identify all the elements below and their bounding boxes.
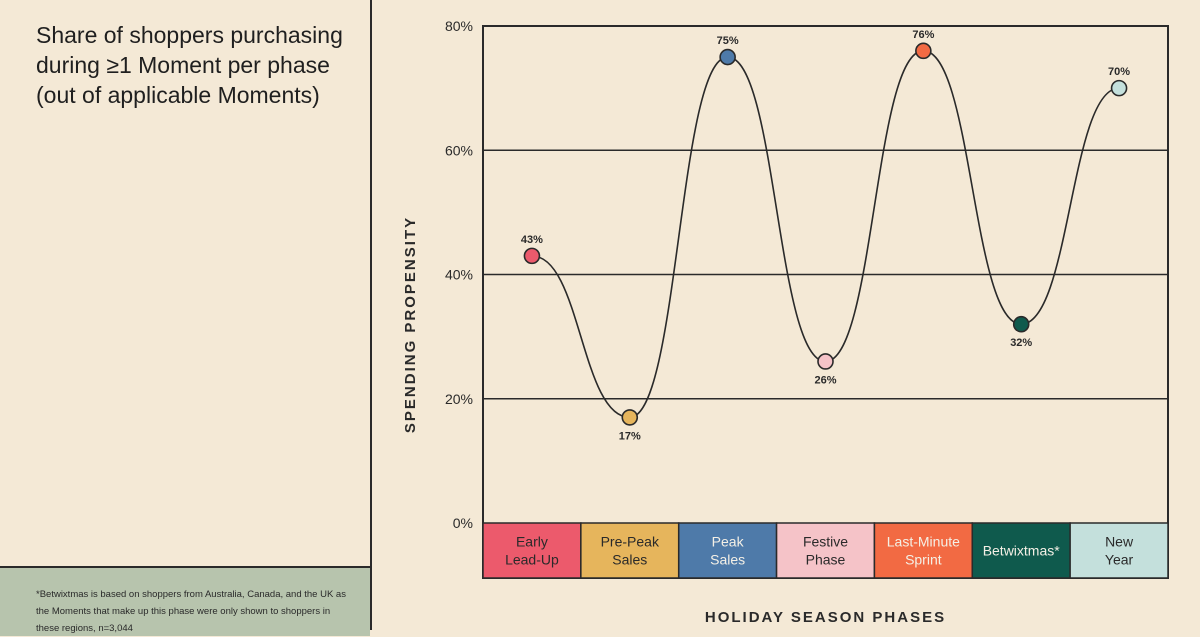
- category-label: Pre-Peak Sales: [601, 534, 660, 568]
- category-block: [873, 522, 974, 579]
- category-block: [1069, 522, 1169, 579]
- category-block: [677, 522, 778, 579]
- line-chart: 0% 20% 40% 60% 80% SPENDING PROPENSITY HOLIDAY…: [402, 18, 1169, 626]
- data-label: 70%: [1108, 66, 1130, 78]
- category-label: New Year: [1105, 534, 1134, 568]
- category-block: [580, 522, 680, 579]
- data-point: [523, 247, 541, 265]
- data-label: 17%: [619, 430, 641, 442]
- footnote-box: *Betwixtmas is based on shoppers from Au…: [0, 566, 370, 636]
- category-label: Betwixtmas*: [983, 543, 1061, 559]
- data-point: [719, 48, 736, 66]
- category-label: Festive Phase: [803, 534, 848, 568]
- plot-frame: [482, 25, 1169, 579]
- y-tick-label: 40%: [445, 267, 473, 283]
- chart-title: Share of shoppers purchasing during ≥1 M…: [36, 22, 343, 108]
- data-point: [1110, 79, 1128, 97]
- category-label: Last-Minute Sprint: [887, 534, 960, 568]
- y-axis-title: SPENDING PROPENSITY: [402, 216, 419, 433]
- data-point: [817, 353, 834, 370]
- data-label: 76%: [912, 29, 934, 41]
- data-label: 43%: [521, 234, 543, 246]
- y-tick-label: 20%: [445, 391, 473, 407]
- category-label: Early Lead-Up: [505, 534, 559, 568]
- category-label: Peak Sales: [710, 534, 745, 568]
- y-tick-label: 80%: [445, 18, 473, 34]
- y-tick-label: 60%: [445, 142, 473, 158]
- category-block: [482, 522, 582, 579]
- data-point: [1012, 315, 1030, 333]
- data-label: 32%: [1010, 337, 1032, 349]
- category-block: [775, 522, 876, 579]
- footnote: *Betwixtmas is based on shoppers from Au…: [36, 589, 346, 634]
- x-axis-title: HOLIDAY SEASON PHASES: [705, 609, 946, 626]
- data-label: 26%: [814, 374, 836, 386]
- data-point: [621, 409, 639, 426]
- data-point: [915, 42, 932, 60]
- data-label: 75%: [717, 35, 739, 47]
- left-panel: Share of shoppers purchasing during ≥1 M…: [0, 0, 372, 636]
- y-tick-label: 0%: [453, 515, 473, 531]
